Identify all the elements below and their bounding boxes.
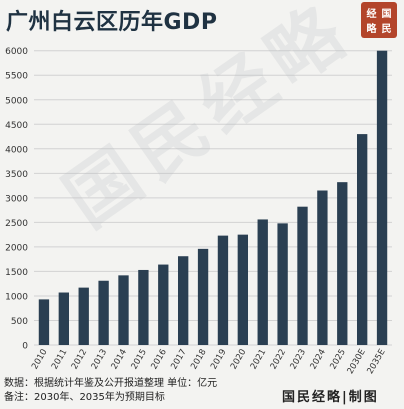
x-tick-label: 2018 (189, 348, 208, 372)
bar (138, 269, 149, 345)
x-tick-label: 2025 (328, 348, 347, 372)
x-tick-label: 2012 (70, 348, 89, 372)
y-tick-label: 5500 (5, 72, 28, 82)
chart-footer: 数据：根据统计年鉴及公开报道整理 单位：亿元 备注：2030年、2035年为预期… (4, 377, 217, 405)
y-tick-label: 5000 (5, 96, 28, 106)
y-tick-label: 2000 (5, 243, 28, 253)
x-tick-label: 2022 (269, 348, 288, 372)
y-tick-label: 4500 (5, 121, 28, 131)
data-source-note: 数据：根据统计年鉴及公开报道整理 单位：亿元 (4, 378, 218, 389)
remark-note: 备注：2030年、2035年为预期目标 (4, 392, 165, 403)
y-tick-label: 4000 (5, 145, 28, 155)
bar (317, 190, 328, 345)
gdp-bar-chart: 0 500 1000 1500 2000 2500 3000 3500 4000 4500 5000… (5, 47, 392, 376)
bar (38, 299, 50, 345)
seal-char: 民 (381, 24, 392, 35)
y-tick-label: 3000 (5, 194, 28, 204)
x-tick-label: 2019 (209, 348, 228, 372)
x-tick-label: 2013 (90, 348, 109, 372)
x-tick-label: 2023 (289, 348, 308, 372)
seal-char: 略 (366, 24, 377, 35)
bar (277, 223, 288, 345)
bar (297, 206, 308, 345)
x-tick-label: 2035E (365, 348, 387, 376)
bar (337, 182, 348, 345)
brand-credit: 国民经略|制图 (282, 390, 379, 405)
x-tick-label: 2024 (309, 348, 328, 372)
bar (217, 235, 229, 345)
bar (78, 287, 89, 345)
bar (58, 292, 70, 345)
bar (177, 256, 189, 345)
x-tick-label: 2030E (346, 348, 368, 376)
bar (356, 134, 368, 345)
x-tick-label: 2016 (149, 348, 168, 372)
bar (237, 234, 249, 345)
y-tick-label: 0 (22, 342, 28, 352)
y-tick-label: 500 (11, 317, 28, 327)
x-tick-label: 2010 (30, 348, 49, 372)
bar (257, 219, 268, 345)
x-tick-label: 2014 (110, 348, 129, 372)
x-tick-label: 2017 (169, 348, 188, 372)
seal-char: 经 (366, 9, 377, 20)
y-tick-label: 2500 (5, 219, 28, 229)
bar (118, 275, 129, 345)
x-tick-label: 2015 (130, 348, 149, 372)
chart-title: 广州白云区历年GDP (6, 10, 218, 35)
seal-char: 国 (381, 9, 392, 20)
x-tick-label: 2020 (229, 348, 248, 372)
brand-seal-logo: 经 国 略 民 (361, 2, 397, 38)
x-tick-label: 2021 (249, 348, 268, 372)
bar (98, 280, 109, 345)
bar (158, 264, 169, 345)
y-tick-label: 1000 (5, 292, 28, 302)
bar (197, 248, 209, 345)
bar (376, 50, 388, 345)
x-tick-label: 2011 (50, 348, 69, 372)
y-tick-label: 3500 (5, 170, 28, 180)
y-tick-label: 1500 (5, 268, 28, 278)
y-tick-label: 6000 (5, 47, 28, 57)
